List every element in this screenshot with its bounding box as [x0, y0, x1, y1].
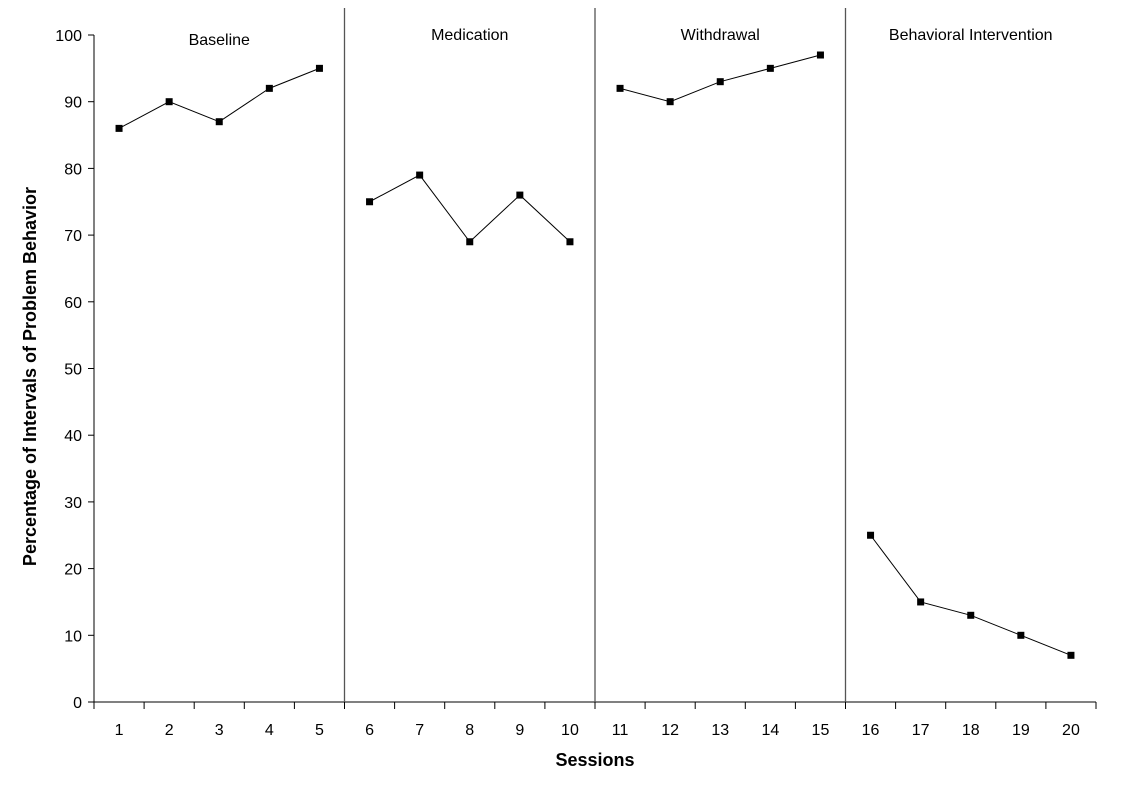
- x-tick-label: 9: [515, 722, 524, 739]
- x-tick-label: 17: [912, 722, 930, 739]
- data-point-marker: [1067, 651, 1075, 659]
- data-point-marker: [917, 598, 925, 606]
- x-tick-label: 7: [415, 722, 424, 739]
- x-tick-label: 4: [265, 722, 274, 739]
- y-tick-label: 0: [73, 695, 82, 712]
- axes: [88, 34, 1097, 709]
- data-point-marker: [766, 64, 774, 72]
- data-point-marker: [265, 84, 273, 92]
- data-point-marker: [616, 84, 624, 92]
- data-point-marker: [816, 51, 824, 59]
- series-line-behavioral-intervention: [870, 534, 1072, 656]
- data-point-marker: [566, 238, 574, 246]
- x-tick-label: 16: [862, 722, 880, 739]
- x-tick-label: 15: [812, 722, 830, 739]
- x-tick-label: 19: [1012, 722, 1030, 739]
- phase-label: Baseline: [189, 32, 250, 49]
- y-axis-title: Percentage of Intervals of Problem Behav…: [20, 187, 40, 566]
- data-point-marker: [315, 64, 323, 72]
- x-tick-label: 8: [465, 722, 474, 739]
- phase-label: Withdrawal: [681, 27, 760, 44]
- data-point-marker: [666, 98, 674, 106]
- data-series: [115, 51, 1075, 659]
- x-tick-label: 20: [1062, 722, 1080, 739]
- data-point-marker: [165, 98, 173, 106]
- data-point-marker: [516, 191, 524, 199]
- phase-label: Behavioral Intervention: [889, 27, 1053, 44]
- x-tick-label: 13: [711, 722, 729, 739]
- y-tick-label: 10: [64, 628, 82, 645]
- data-point-marker: [366, 198, 374, 206]
- y-tick-label: 40: [64, 428, 82, 445]
- y-tick-label: 50: [64, 362, 82, 379]
- x-tick-label: 10: [561, 722, 579, 739]
- x-tick-label: 6: [365, 722, 374, 739]
- data-point-marker: [1017, 631, 1025, 639]
- x-tick-label: 12: [661, 722, 679, 739]
- y-tick-label: 60: [64, 295, 82, 312]
- y-tick-label: 90: [64, 95, 82, 112]
- x-tick-label: 1: [115, 722, 124, 739]
- x-tick-label: 3: [215, 722, 224, 739]
- series-line-medication: [369, 174, 571, 243]
- data-point-marker: [416, 171, 424, 179]
- data-point-marker: [466, 238, 474, 246]
- x-tick-label: 5: [315, 722, 324, 739]
- y-tick-label: 70: [64, 228, 82, 245]
- x-tick-label: 18: [962, 722, 980, 739]
- x-axis-title: Sessions: [555, 750, 634, 770]
- y-tick-label: 80: [64, 161, 82, 178]
- phase-dividers: [343, 8, 847, 702]
- data-point-marker: [967, 611, 975, 619]
- data-point-marker: [867, 531, 875, 539]
- data-point-marker: [115, 124, 123, 132]
- y-tick-label: 20: [64, 562, 82, 579]
- data-point-marker: [716, 78, 724, 86]
- x-tick-label: 2: [165, 722, 174, 739]
- x-tick-label: 11: [612, 722, 629, 739]
- data-point-marker: [215, 118, 223, 126]
- y-tick-label: 30: [64, 495, 82, 512]
- y-tick-label: 100: [55, 28, 82, 45]
- x-tick-label: 14: [761, 722, 779, 739]
- phase-label: Medication: [431, 27, 508, 44]
